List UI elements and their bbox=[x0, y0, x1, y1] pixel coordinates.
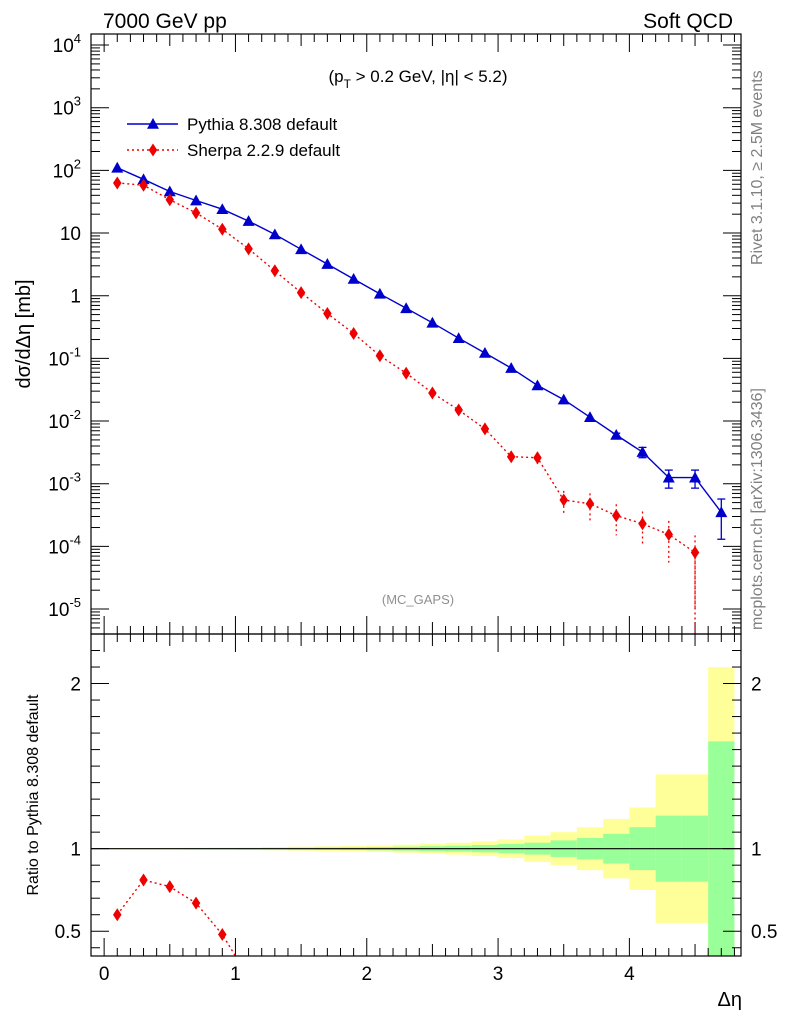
pythia-point bbox=[216, 203, 229, 215]
legend: Pythia 8.308 default Sherpa 2.2.9 default bbox=[127, 115, 340, 160]
main-y-tick-label: 1 bbox=[70, 287, 81, 308]
legend-marker-triangle bbox=[147, 118, 159, 129]
ratio-point bbox=[191, 896, 201, 910]
pythia-point bbox=[636, 446, 649, 457]
pythia-point bbox=[478, 346, 491, 358]
pythia-point bbox=[505, 362, 518, 373]
ratio-series-line bbox=[116, 879, 236, 957]
pythia-point bbox=[610, 428, 623, 440]
pythia-point bbox=[662, 471, 675, 483]
sherpa-point bbox=[191, 206, 201, 220]
ratio-panel-series bbox=[113, 873, 236, 957]
legend-label: Sherpa 2.2.9 default bbox=[187, 141, 340, 160]
main-y-tick-label: 104 bbox=[53, 31, 81, 57]
x-axis-label: Δη bbox=[718, 989, 742, 1011]
analysis-name-watermark: (MC_GAPS) bbox=[382, 592, 454, 607]
x-tick-label: 3 bbox=[493, 964, 504, 985]
ratio-y-tick-label-left: 1 bbox=[70, 840, 81, 861]
sherpa-point bbox=[349, 326, 358, 340]
sherpa-point bbox=[533, 451, 542, 465]
pythia-point bbox=[715, 506, 728, 518]
mcplots-reference-label: mcplots.cern.ch [arXiv:1306.3436] bbox=[749, 388, 766, 630]
sherpa-point bbox=[428, 386, 437, 400]
main-y-axis-label: dσ/dΔη [mb] bbox=[13, 279, 35, 388]
ratio-point bbox=[218, 928, 227, 942]
sherpa-point bbox=[401, 366, 411, 380]
sherpa-point bbox=[690, 545, 700, 559]
ratio-y-tick-label-left: 2 bbox=[70, 675, 81, 696]
pythia-point bbox=[347, 272, 360, 284]
main-panel-ticks: 10-5 10-4 10-3 10-2 10-1 1 10 102 103 104 bbox=[48, 31, 741, 635]
main-y-tick-label: 10-5 bbox=[48, 595, 81, 621]
legend-marker-diamond bbox=[148, 143, 158, 157]
ratio-panel-frame bbox=[90, 633, 742, 957]
pythia-point bbox=[557, 393, 570, 405]
pythia-point bbox=[452, 332, 465, 343]
ratio-y-tick-label-right: 2 bbox=[751, 675, 762, 696]
sherpa-point bbox=[559, 493, 568, 507]
sherpa-point bbox=[612, 509, 621, 523]
sherpa-point bbox=[506, 450, 516, 464]
sherpa-point bbox=[165, 193, 175, 207]
main-y-tick-label: 102 bbox=[53, 156, 81, 182]
main-y-tick-label: 10-1 bbox=[48, 344, 81, 370]
main-y-tick-label: 10-3 bbox=[48, 470, 81, 496]
sherpa-point bbox=[139, 178, 148, 192]
sherpa-point bbox=[244, 242, 253, 256]
pythia-point bbox=[400, 302, 413, 314]
pythia-point bbox=[268, 228, 281, 240]
pythia-point bbox=[373, 287, 386, 299]
ratio-y-tick-label-right: 0.5 bbox=[751, 922, 777, 943]
sherpa-point bbox=[664, 527, 674, 541]
sherpa-point bbox=[218, 222, 227, 236]
sherpa-point bbox=[323, 307, 332, 321]
pythia-point bbox=[295, 243, 308, 255]
pythia-point bbox=[163, 185, 176, 197]
pythia-point bbox=[321, 258, 334, 269]
pythia-point bbox=[190, 194, 203, 206]
series-line-pythia bbox=[117, 167, 722, 513]
pythia-point bbox=[111, 161, 124, 173]
pythia-point bbox=[426, 316, 439, 328]
sherpa-point bbox=[375, 349, 385, 363]
x-tick-labels: 0 1 2 3 4 bbox=[99, 964, 635, 985]
ratio-y-axis-label: Ratio to Pythia 8.308 default bbox=[25, 694, 42, 896]
main-y-tick-label: 10-2 bbox=[48, 407, 81, 433]
legend-label: Pythia 8.308 default bbox=[187, 115, 338, 134]
pythia-point bbox=[689, 471, 702, 483]
ratio-point bbox=[139, 873, 148, 887]
sherpa-point bbox=[638, 517, 647, 531]
ratio-point bbox=[113, 908, 122, 922]
ratio-point bbox=[165, 880, 175, 894]
main-y-tick-label: 103 bbox=[53, 94, 81, 120]
kinematic-cut-annotation: (pT > 0.2 GeV, |η| < 5.2) bbox=[328, 67, 507, 91]
ratio-panel-ticks: 0.5 0.5 1 1 2 2 bbox=[55, 634, 777, 956]
ratio-uncertainty-bands bbox=[91, 667, 741, 956]
rivet-version-label: Rivet 3.1.10, ≥ 2.5M events bbox=[749, 70, 766, 265]
x-tick-label: 1 bbox=[230, 964, 241, 985]
header-category-label: Soft QCD bbox=[643, 10, 733, 33]
pythia-point bbox=[242, 215, 255, 226]
header-energy-label: 7000 GeV pp bbox=[103, 10, 227, 33]
main-y-tick-label: 10 bbox=[60, 224, 81, 245]
x-tick-label: 0 bbox=[99, 964, 110, 985]
sherpa-point bbox=[113, 176, 122, 190]
pythia-point bbox=[583, 411, 596, 423]
ratio-y-tick-label-right: 1 bbox=[751, 840, 762, 861]
sherpa-point bbox=[585, 497, 595, 511]
main-y-tick-label: 10-4 bbox=[48, 532, 81, 558]
sherpa-point bbox=[454, 403, 463, 417]
x-tick-label: 4 bbox=[624, 964, 635, 985]
x-tick-label: 2 bbox=[361, 964, 372, 985]
main-panel-series bbox=[111, 161, 728, 634]
sherpa-point bbox=[270, 264, 280, 278]
pythia-point bbox=[531, 379, 544, 391]
sherpa-point bbox=[296, 286, 306, 300]
sherpa-point bbox=[480, 422, 490, 436]
ratio-y-tick-label-left: 0.5 bbox=[55, 922, 81, 943]
